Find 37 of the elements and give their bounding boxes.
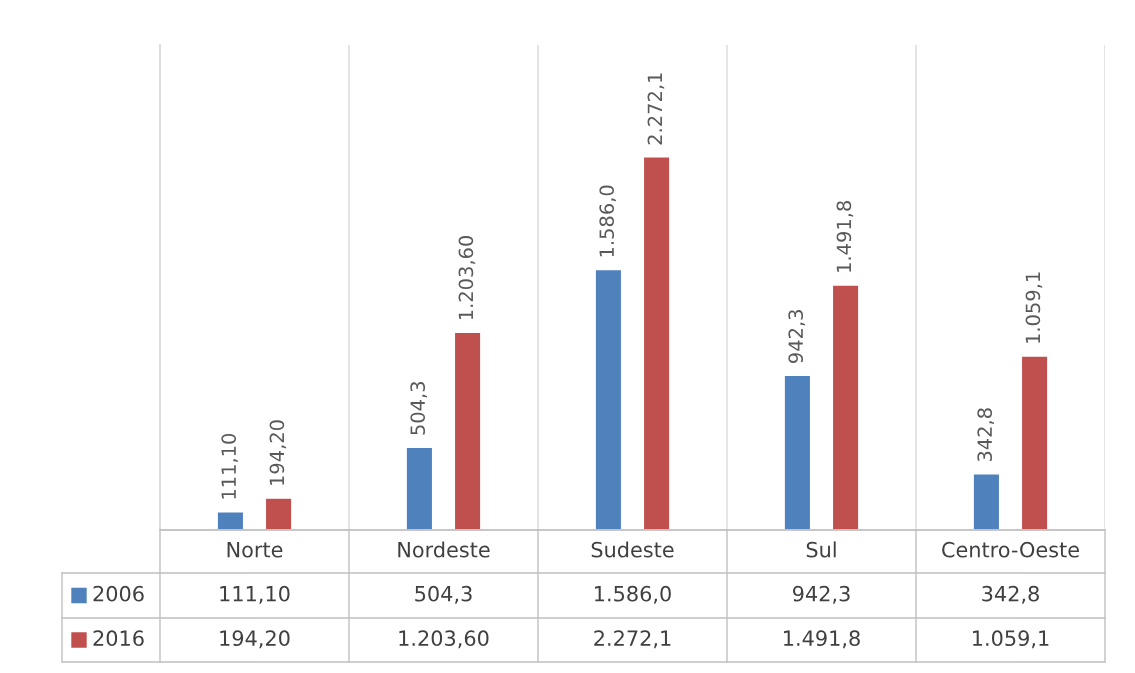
bar (453, 331, 482, 530)
text: 111,10 (221, 433, 239, 499)
x-tick-label: Centro-Oeste (942, 541, 1079, 558)
text: 942,3 (788, 310, 806, 363)
bar (1020, 355, 1049, 530)
bar (783, 374, 812, 530)
text: 2.272,1 (647, 73, 665, 145)
data-label: 504,3 (415, 585, 472, 604)
data-label: 111,10 (220, 585, 290, 604)
x-tick-label: Sudeste (591, 541, 674, 558)
text: 1.586,0 (599, 185, 617, 257)
bar (642, 156, 671, 530)
bar (831, 284, 860, 530)
data-label: 1.491,8 (784, 630, 860, 649)
x-tick-label: Norte (227, 542, 283, 558)
data-label: 1.203,60 (399, 630, 489, 649)
text: 342,8 (977, 408, 995, 462)
data-label: 342,8 (982, 585, 1039, 604)
x-tick-label: Nordeste (398, 541, 490, 558)
text: 1.491,8 (836, 201, 854, 272)
bar (405, 446, 434, 530)
text: 194,20 (269, 420, 287, 485)
bar (594, 268, 623, 530)
data-label: 1.586,0 (595, 585, 671, 604)
data-label: 194,20 (220, 630, 290, 649)
bar (972, 473, 1001, 530)
legend-label: 2016 (93, 630, 144, 647)
x-tick-label: Sul (806, 541, 836, 558)
data-label: 942,3 (792, 585, 850, 604)
data-label: 1.059,1 (973, 630, 1049, 649)
bar (264, 497, 293, 530)
text: 1.203,60 (458, 235, 476, 320)
text: 1.059,1 (1025, 272, 1043, 343)
text: 504,3 (410, 381, 428, 435)
data-label: 2.272,1 (594, 630, 671, 649)
bar (216, 511, 245, 530)
legend-label: 2006 (93, 585, 144, 602)
